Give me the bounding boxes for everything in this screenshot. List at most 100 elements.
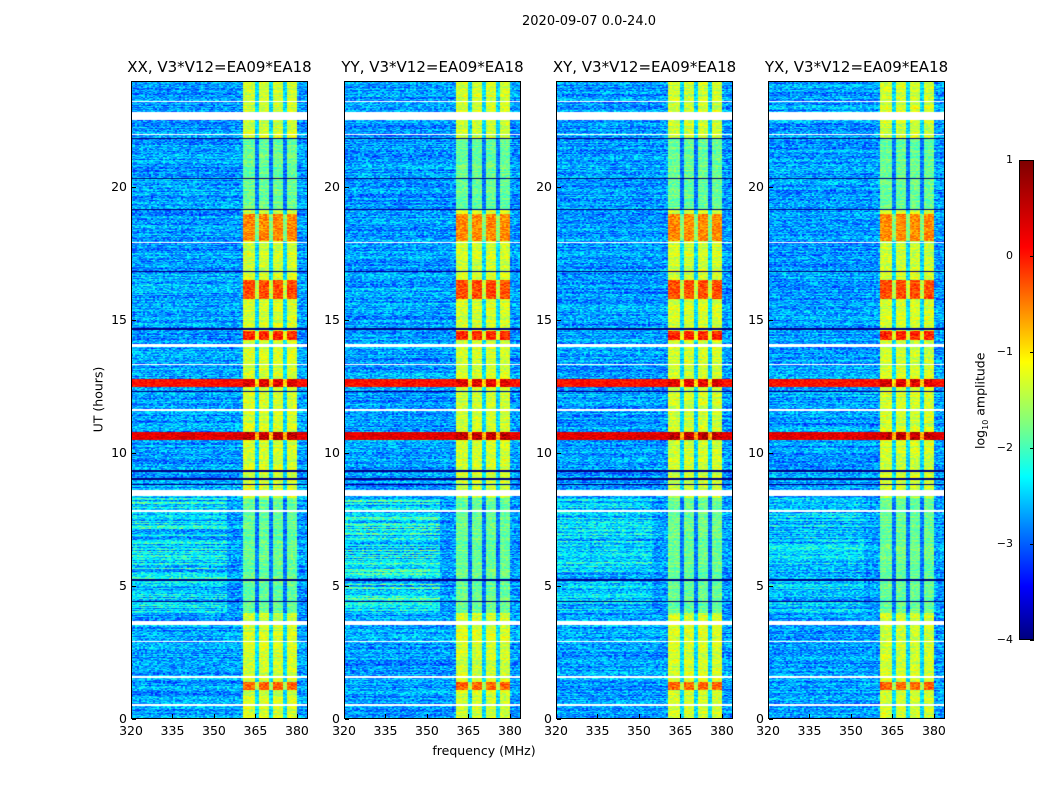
y-tick bbox=[769, 320, 773, 322]
y-tick-label: 20 bbox=[536, 179, 552, 195]
spectrogram-heatmap bbox=[556, 81, 733, 719]
x-tick-label: 320 bbox=[544, 723, 568, 738]
colorbar-tick-label: 1 bbox=[1006, 153, 1013, 166]
spectrogram-panel: XY, V3*V12=EA09*EA18 320 335 350 365 380 0 5 10 1… bbox=[536, 58, 736, 738]
colorbar-tick-label: 0 bbox=[1006, 249, 1013, 262]
x-tick-label: 335 bbox=[585, 723, 610, 738]
y-tick bbox=[132, 453, 136, 455]
colorbar-tick bbox=[1030, 544, 1034, 545]
x-tick-label: 335 bbox=[160, 723, 185, 738]
x-tick-label: 380 bbox=[285, 723, 309, 738]
y-tick bbox=[132, 187, 136, 189]
panel-title: XX, V3*V12=EA09*EA18 bbox=[127, 58, 312, 76]
y-tick-label: 0 bbox=[119, 711, 127, 726]
y-tick-label: 15 bbox=[536, 312, 552, 328]
y-tick-label: 0 bbox=[332, 711, 340, 726]
x-tick-label: 380 bbox=[710, 723, 734, 738]
colorbar-tick bbox=[1030, 352, 1034, 353]
x-tick-label: 350 bbox=[627, 723, 651, 738]
spectrogram-panel: XX, V3*V12=EA09*EA18 320 335 350 365 380 0 5 10 1… bbox=[111, 58, 312, 738]
x-tick bbox=[213, 714, 215, 718]
x-tick-label: 335 bbox=[797, 723, 822, 738]
y-tick-label: 0 bbox=[756, 711, 764, 726]
x-tick-label: 380 bbox=[498, 723, 522, 738]
x-tick-label: 350 bbox=[415, 723, 439, 738]
y-tick-label: 10 bbox=[324, 445, 340, 461]
spectrogram-panel: YY, V3*V12=EA09*EA18 320 335 350 365 380 0 5 10 1… bbox=[324, 58, 524, 738]
y-tick-label: 15 bbox=[748, 312, 764, 328]
axes-frame bbox=[131, 81, 308, 719]
x-tick bbox=[468, 714, 470, 718]
y-tick-label: 5 bbox=[332, 578, 340, 594]
panel-title: XY, V3*V12=EA09*EA18 bbox=[552, 58, 737, 76]
y-tick bbox=[769, 187, 773, 189]
y-tick-label: 15 bbox=[111, 312, 127, 328]
panel-title: YY, V3*V12=EA09*EA18 bbox=[341, 58, 524, 76]
y-tick bbox=[345, 320, 349, 322]
y-tick-label: 5 bbox=[119, 578, 127, 594]
colorbar-tick bbox=[1030, 640, 1034, 641]
y-tick-label: 10 bbox=[536, 445, 552, 461]
colorbar-tick-label: −3 bbox=[996, 537, 1013, 550]
colorbar-tick bbox=[1030, 160, 1034, 161]
x-tick-label: 380 bbox=[922, 723, 946, 738]
spectrogram-heatmap bbox=[344, 81, 521, 719]
y-tick-label: 10 bbox=[748, 445, 764, 461]
y-tick bbox=[345, 719, 349, 720]
y-tick-label: 20 bbox=[111, 179, 127, 195]
y-tick bbox=[557, 453, 561, 455]
colorbar-tick-label: −1 bbox=[996, 345, 1013, 358]
colorbar-tick-label: −2 bbox=[996, 441, 1013, 454]
x-tick bbox=[255, 714, 257, 718]
panel-title: YX, V3*V12=EA09*EA18 bbox=[764, 58, 949, 76]
x-tick bbox=[638, 714, 640, 718]
y-tick-label: 15 bbox=[324, 312, 340, 328]
figure-title: 2020-09-07 0.0-24.0 bbox=[522, 14, 656, 29]
colorbar-tick bbox=[1030, 448, 1034, 449]
spectrogram-panel: YX, V3*V12=EA09*EA18 320 335 350 365 380 0 5 10 1… bbox=[748, 58, 948, 738]
axes-frame bbox=[344, 81, 521, 719]
y-tick bbox=[345, 187, 349, 189]
y-tick bbox=[345, 586, 349, 588]
y-tick-label: 20 bbox=[324, 179, 340, 195]
y-tick bbox=[132, 719, 136, 720]
x-tick bbox=[509, 714, 511, 718]
colorbar-tick-label: −4 bbox=[996, 633, 1013, 646]
y-tick-label: 10 bbox=[111, 445, 127, 461]
y-tick bbox=[769, 586, 773, 588]
x-tick bbox=[172, 714, 174, 718]
x-tick-label: 365 bbox=[456, 723, 481, 738]
y-tick bbox=[557, 320, 561, 322]
x-tick-label: 365 bbox=[668, 723, 693, 738]
y-tick bbox=[132, 320, 136, 322]
colorbar-tick bbox=[1030, 256, 1034, 257]
y-tick-label: 0 bbox=[544, 711, 552, 726]
x-tick bbox=[556, 714, 557, 718]
x-tick bbox=[850, 714, 852, 718]
y-tick bbox=[132, 586, 136, 588]
x-tick bbox=[892, 714, 894, 718]
y-tick-label: 5 bbox=[544, 578, 552, 594]
axes-frame bbox=[768, 81, 945, 719]
x-tick bbox=[680, 714, 682, 718]
x-tick bbox=[296, 714, 298, 718]
y-tick bbox=[345, 453, 349, 455]
x-tick-label: 320 bbox=[332, 723, 356, 738]
x-tick bbox=[721, 714, 723, 718]
y-tick-label: 5 bbox=[756, 578, 764, 594]
y-tick bbox=[557, 586, 561, 588]
x-tick-label: 365 bbox=[880, 723, 905, 738]
x-tick-label: 350 bbox=[839, 723, 863, 738]
y-axis-label: UT (hours) bbox=[90, 366, 106, 433]
x-tick bbox=[385, 714, 387, 718]
x-tick bbox=[809, 714, 811, 718]
colorbar bbox=[1019, 160, 1034, 640]
x-tick bbox=[426, 714, 428, 718]
x-tick-label: 350 bbox=[202, 723, 226, 738]
y-tick bbox=[769, 719, 773, 720]
x-tick bbox=[597, 714, 599, 718]
y-tick bbox=[769, 453, 773, 455]
x-tick-label: 365 bbox=[243, 723, 268, 738]
x-tick bbox=[768, 714, 769, 718]
